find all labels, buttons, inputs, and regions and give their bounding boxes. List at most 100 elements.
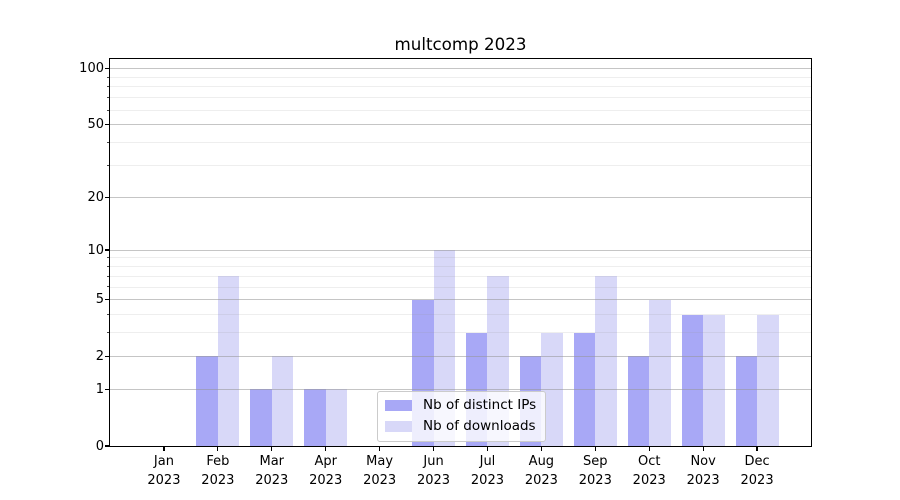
x-tick-mark-jul [486, 446, 489, 451]
legend: Nb of distinct IPs Nb of downloads [377, 391, 547, 442]
bar-nb-of-distinct-ips-feb [196, 356, 218, 446]
gridline-minor-70 [110, 97, 811, 99]
y-tick-mark-5 [105, 298, 110, 301]
bar-nb-of-distinct-ips-nov [681, 314, 704, 446]
bar-nb-of-downloads-sep [595, 276, 617, 446]
gridline-minor-90 [110, 76, 811, 78]
x-tick-mark-may [379, 446, 381, 451]
legend-swatch-distinct-ips [385, 400, 412, 411]
bar-nb-of-downloads-nov [703, 314, 725, 446]
y-tick-mark-0 [105, 445, 110, 447]
chart-title: multcomp 2023 [394, 34, 527, 54]
gridline-minor-80 [110, 86, 811, 88]
bar-nb-of-downloads-mar [271, 356, 294, 446]
x-tick-label-month: Nov [690, 454, 716, 469]
x-tick-label-sep: Sep 2023 [555, 453, 635, 490]
gridline-minor-7 [110, 275, 811, 277]
x-tick-label-month: Aug [528, 454, 555, 469]
y-tick-mark-10 [105, 249, 110, 251]
legend-swatch-downloads [385, 421, 412, 432]
x-tick-label-year: 2023 [578, 472, 612, 488]
bar-nb-of-downloads-apr [325, 389, 348, 446]
x-tick-label-month: Jul [479, 454, 496, 469]
y-minor-tick-mark-70 [107, 97, 110, 99]
gridline-major-2 [110, 355, 811, 357]
y-minor-tick-mark-6 [107, 286, 110, 288]
y-tick-mark-100 [105, 68, 110, 70]
x-tick-mark-aug [540, 446, 542, 451]
gridline-major-100 [110, 68, 811, 70]
x-tick-label-nov: Nov 2023 [663, 453, 743, 490]
gridline-minor-6 [110, 286, 811, 288]
x-tick-label-month: Oct [637, 454, 661, 469]
y-tick-label-0: 0 [95, 438, 104, 454]
x-tick-label-month: Feb [206, 454, 230, 469]
gridline-minor-3 [110, 332, 811, 334]
gridline-major-20 [110, 196, 811, 198]
x-tick-label-month: May [366, 454, 394, 469]
x-tick-label-year: 2023 [686, 472, 720, 488]
legend-entry-distinct-ips: Nb of distinct IPs [385, 398, 536, 413]
legend-label-downloads: Nb of downloads [423, 418, 536, 434]
y-tick-label-1: 1 [95, 381, 104, 397]
x-tick-mark-jun [432, 446, 435, 451]
y-minor-tick-mark-40 [107, 142, 110, 144]
legend-entry-downloads: Nb of downloads [385, 419, 536, 434]
x-tick-label-month: Mar [259, 454, 285, 469]
x-tick-mark-sep [594, 446, 596, 451]
x-tick-label-month: Apr [314, 454, 337, 469]
y-tick-label-20: 20 [87, 189, 104, 205]
gridline-minor-60 [110, 109, 811, 111]
x-tick-mark-dec [756, 446, 758, 451]
x-tick-label-year: 2023 [201, 472, 235, 488]
x-tick-label-month: Dec [744, 454, 770, 469]
bar-nb-of-distinct-ips-mar [250, 389, 272, 446]
gridline-minor-9 [110, 257, 811, 259]
x-tick-label-jun: Jun 2023 [394, 453, 474, 490]
y-minor-tick-mark-8 [107, 265, 110, 267]
y-minor-tick-mark-60 [107, 109, 110, 111]
x-tick-mark-feb [217, 446, 219, 451]
x-tick-label-dec: Dec 2023 [717, 453, 797, 490]
bar-nb-of-distinct-ips-apr [304, 389, 326, 446]
y-tick-label-10: 10 [87, 242, 104, 258]
gridline-minor-40 [110, 142, 811, 144]
x-tick-label-year: 2023 [470, 472, 504, 488]
gridline-major-5 [110, 299, 811, 301]
bar-nb-of-distinct-ips-dec [735, 356, 758, 446]
x-tick-label-year: 2023 [255, 472, 289, 488]
bar-nb-of-downloads-oct [649, 299, 671, 446]
x-tick-label-apr: Apr 2023 [286, 453, 366, 490]
x-tick-label-month: Jan [153, 454, 174, 469]
x-tick-label-aug: Aug 2023 [501, 453, 581, 490]
x-tick-label-year: 2023 [524, 472, 558, 488]
x-tick-label-may: May 2023 [340, 453, 420, 490]
bar-nb-of-downloads-dec [757, 314, 779, 446]
y-minor-tick-mark-30 [107, 164, 110, 166]
y-tick-label-100: 100 [79, 61, 104, 77]
y-minor-tick-mark-90 [107, 76, 110, 78]
x-tick-label-jul: Jul 2023 [447, 453, 527, 490]
y-minor-tick-mark-80 [107, 86, 110, 88]
y-minor-tick-mark-9 [107, 257, 110, 259]
x-tick-label-oct: Oct 2023 [609, 453, 689, 490]
x-tick-label-year: 2023 [416, 472, 451, 488]
y-tick-label-2: 2 [95, 348, 104, 364]
x-tick-label-feb: Feb 2023 [178, 453, 258, 490]
y-minor-tick-mark-4 [107, 313, 110, 315]
gridline-major-50 [110, 124, 811, 126]
gridline-major-1 [110, 388, 811, 390]
y-tick-mark-1 [105, 388, 110, 390]
gridline-minor-8 [110, 265, 811, 267]
gridline-minor-30 [110, 164, 811, 166]
x-tick-mark-apr [325, 446, 327, 451]
bar-nb-of-downloads-feb [217, 276, 240, 446]
legend-label-distinct-ips: Nb of distinct IPs [423, 397, 537, 413]
y-tick-mark-20 [105, 196, 110, 198]
x-tick-mark-mar [271, 446, 273, 451]
x-tick-label-year: 2023 [632, 472, 666, 488]
y-minor-tick-mark-7 [107, 275, 110, 277]
x-tick-label-month: Sep [583, 454, 608, 469]
gridline-major-10 [110, 249, 811, 251]
